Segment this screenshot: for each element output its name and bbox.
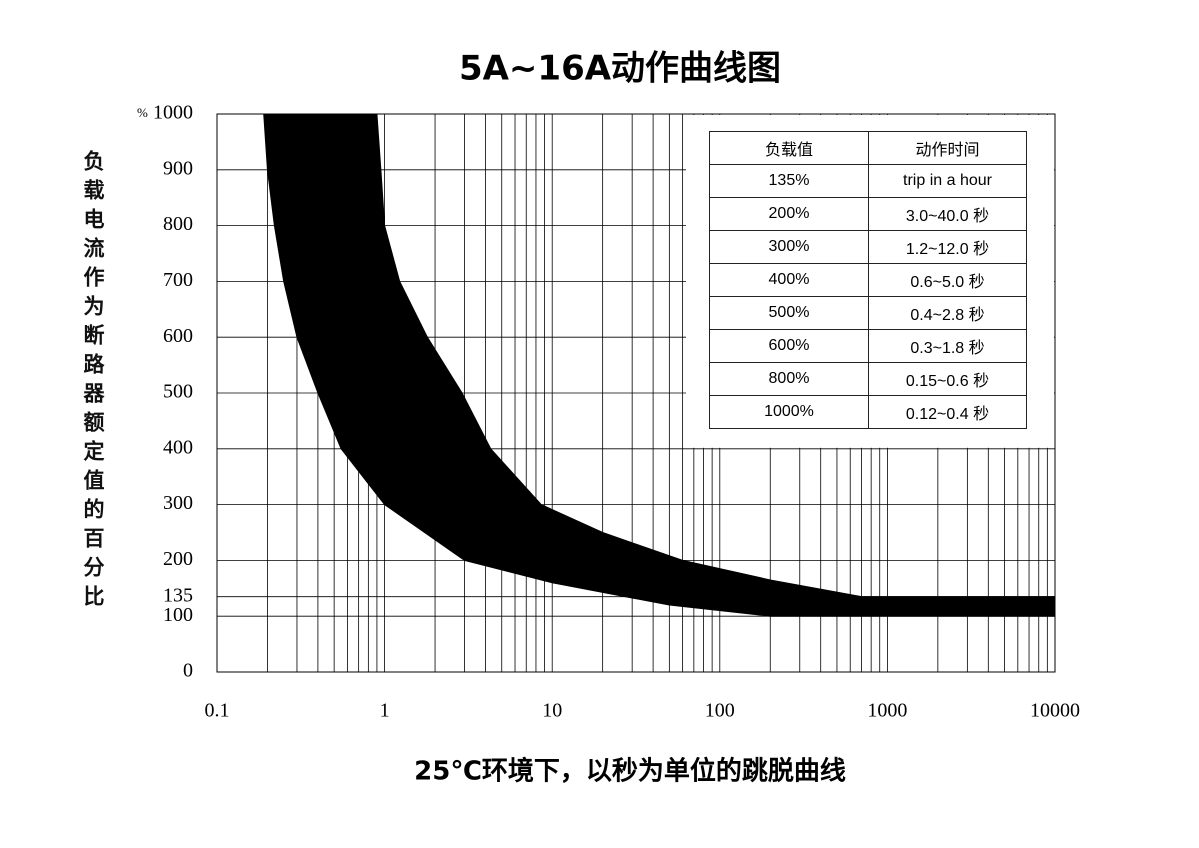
y-tick-label: 100: [163, 604, 193, 626]
table-row: 135% trip in a hour: [709, 164, 1027, 198]
table-cell: 0.12~0.4 秒: [868, 395, 1027, 429]
table-cell: 300%: [709, 230, 869, 264]
table-row: 200% 3.0~40.0 秒: [709, 197, 1027, 231]
x-tick-label: 10000: [1030, 700, 1080, 722]
y-tick-label: 800: [163, 213, 193, 235]
chart-title: 5A~16A动作曲线图: [459, 49, 781, 89]
table-cell: trip in a hour: [868, 164, 1027, 198]
x-tick-label: 10: [542, 700, 562, 722]
y-tick-label: 500: [163, 381, 193, 403]
table-cell: 0.4~2.8 秒: [868, 296, 1027, 330]
y-tick-label: 900: [163, 157, 193, 179]
table-cell: 135%: [709, 164, 869, 198]
y-tick-label: 135: [163, 584, 193, 606]
lower-curve: [263, 113, 1055, 617]
y-tick-label: 400: [163, 436, 193, 458]
table-row: 800% 0.15~0.6 秒: [709, 362, 1027, 396]
y-tick-label: 700: [163, 269, 193, 291]
y-tick-label: 200: [163, 548, 193, 570]
table-row: 500% 0.4~2.8 秒: [709, 296, 1027, 330]
table-row: 负载值 动作时间: [709, 131, 1027, 165]
x-tick-label: 0.1: [205, 700, 230, 722]
table-cell: 1.2~12.0 秒: [868, 230, 1027, 264]
plot-frame: [216, 113, 1056, 673]
y-tick-label: 600: [163, 325, 193, 347]
x-tick-label: 1000: [867, 700, 907, 722]
table-row: 1000% 0.12~0.4 秒: [709, 395, 1027, 429]
table-cell: 600%: [709, 329, 869, 363]
table-cell: 0.3~1.8 秒: [868, 329, 1027, 363]
x-tick-label: 1: [380, 700, 390, 722]
table-cell: 500%: [709, 296, 869, 330]
y-tick-label: 300: [163, 492, 193, 514]
table-cell: 1000%: [709, 395, 869, 429]
y-axis-label: 负载电流作为断路器额定值的百分比: [81, 150, 105, 614]
table-cell: 3.0~40.0 秒: [868, 197, 1027, 231]
trip-band: [263, 114, 1055, 617]
y-unit: %: [137, 105, 148, 120]
y-tick-label: 1000: [153, 102, 193, 124]
table-row: 600% 0.3~1.8 秒: [709, 329, 1027, 363]
table-row: 300% 1.2~12.0 秒: [709, 230, 1027, 264]
y-tick-label: 0: [183, 660, 193, 682]
table-cell: 0.15~0.6 秒: [868, 362, 1027, 396]
table-cell: 800%: [709, 362, 869, 396]
table-cell: 动作时间: [868, 131, 1027, 165]
table-cell: 400%: [709, 263, 869, 297]
x-tick-label: 100: [705, 700, 735, 722]
x-axis-label: 25℃环境下，以秒为单位的跳脱曲线: [414, 756, 846, 787]
table-cell: 负载值: [709, 131, 869, 165]
table-cell: 0.6~5.0 秒: [868, 263, 1027, 297]
upper-curve: [376, 113, 1055, 598]
table-row: 400% 0.6~5.0 秒: [709, 263, 1027, 297]
table-cell: 200%: [709, 197, 869, 231]
